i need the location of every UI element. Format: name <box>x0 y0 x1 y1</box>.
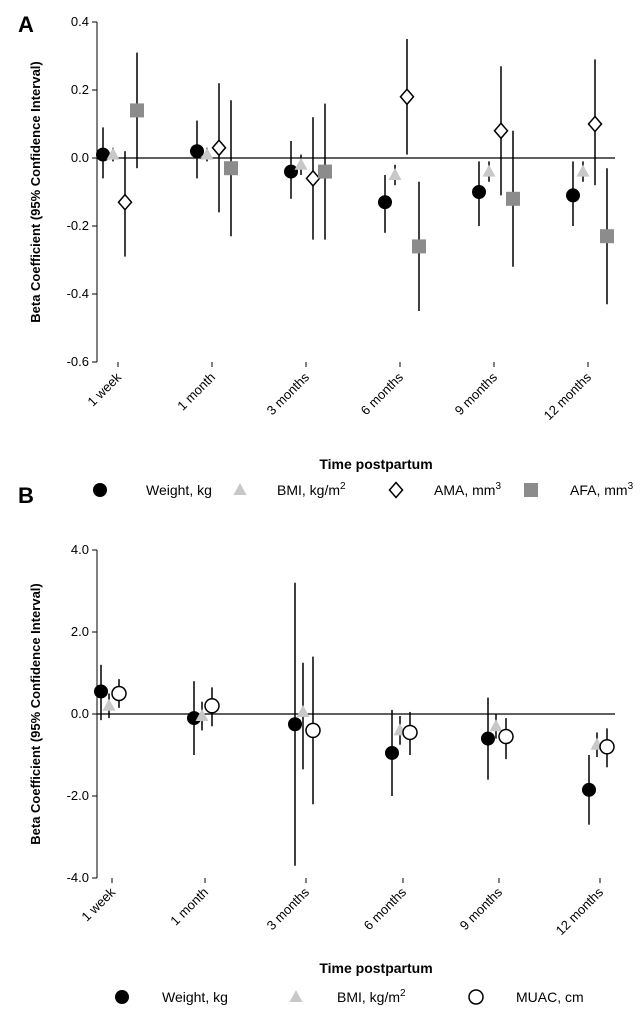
series-weight <box>96 120 580 233</box>
data-point <box>388 168 402 180</box>
data-point <box>493 122 509 140</box>
data-point <box>599 739 615 755</box>
data-point <box>482 164 496 177</box>
data-point <box>378 195 392 210</box>
data-point <box>498 728 514 745</box>
y-tick-label: -0.6 <box>67 354 89 369</box>
data-point <box>402 724 418 741</box>
y-tick-label: 2.0 <box>71 624 89 639</box>
data-point <box>102 698 116 711</box>
legend: Weight, kg BMI, kg/m2 MUAC, cm <box>115 988 584 1005</box>
data-point <box>582 782 596 797</box>
data-point <box>481 731 495 746</box>
y-tick-label: -2.0 <box>67 788 89 803</box>
data-point <box>506 191 520 206</box>
data-point <box>294 157 308 170</box>
x-category-label: 9 months <box>452 369 501 418</box>
legend: Weight, kg BMI, kg/m2 AMA, mm3 AFA, mm3 <box>93 481 634 499</box>
x-category-label: 6 months <box>361 884 410 933</box>
legend-marker <box>233 483 247 495</box>
y-tick-label: 0.4 <box>71 14 89 29</box>
x-axis-title: Time postpartum <box>319 456 432 472</box>
x-category-label: 6 months <box>358 369 407 418</box>
legend-label: MUAC, cm <box>516 989 584 1005</box>
legend-label: Weight, kg <box>146 482 212 498</box>
data-point <box>412 239 426 254</box>
data-point <box>576 164 590 177</box>
series-afa <box>130 52 614 311</box>
y-tick-label: -4.0 <box>67 870 89 885</box>
legend-label: AMA, mm3 <box>434 481 501 498</box>
data-point <box>305 722 321 739</box>
legend-marker <box>115 990 129 1004</box>
legend-marker <box>93 483 107 497</box>
legend-label: Weight, kg <box>162 989 228 1005</box>
data-point <box>288 717 302 732</box>
data-point <box>200 147 214 160</box>
data-point <box>106 147 120 160</box>
data-point <box>211 139 227 157</box>
x-category-label: 12 months <box>553 884 607 938</box>
x-category-label: 3 months <box>264 369 313 418</box>
legend-marker <box>524 483 538 497</box>
data-point <box>587 115 603 133</box>
data-point <box>600 229 614 244</box>
x-category-label: 1 week <box>78 884 118 924</box>
series-bmi <box>102 662 604 770</box>
legend-marker <box>289 990 303 1002</box>
y-tick-label: 4.0 <box>71 542 89 557</box>
x-category-label: 1 week <box>84 369 124 409</box>
panel-a: A 0.4 0.2 0.0 -0.2 -0.4 -0.6 Beta Coefficient (… <box>18 12 634 499</box>
x-category-label: 12 months <box>541 369 595 423</box>
x-category-label: 1 month <box>174 370 218 414</box>
legend-label: BMI, kg/m2 <box>337 988 406 1005</box>
data-point <box>94 684 108 699</box>
data-point <box>385 745 399 760</box>
panel-b: B 4.0 2.0 0.0 -2.0 -4.0 Beta Coefficient (95% … <box>18 483 615 1005</box>
data-point <box>204 698 220 714</box>
legend-marker <box>388 481 404 499</box>
series-ama <box>117 39 603 257</box>
x-category-label: 9 months <box>457 884 506 933</box>
data-point <box>117 193 133 211</box>
y-tick-label: -0.4 <box>67 286 89 301</box>
legend-label: AFA, mm3 <box>570 481 634 498</box>
series-muac <box>111 656 615 805</box>
data-point <box>489 719 503 732</box>
series-weight <box>94 582 596 866</box>
y-axis-title: Beta Coefficient (95% Confidence Interva… <box>28 583 43 845</box>
y-tick-label: 0.0 <box>71 150 89 165</box>
panel-label-b: B <box>18 483 34 508</box>
data-point <box>195 709 209 722</box>
y-tick-label: 0.0 <box>71 706 89 721</box>
y-axis-title: Beta Coefficient (95% Confidence Interva… <box>28 61 43 323</box>
panel-label-a: A <box>18 12 34 37</box>
legend-label: BMI, kg/m2 <box>277 481 346 498</box>
legend-marker <box>468 989 484 1005</box>
data-point <box>399 88 415 106</box>
data-point <box>284 164 298 179</box>
data-point <box>296 704 310 717</box>
x-category-label: 3 months <box>264 884 313 933</box>
series-bmi <box>106 147 590 186</box>
data-point <box>130 103 144 118</box>
data-point <box>566 188 580 203</box>
x-axis-title: Time postpartum <box>319 960 432 976</box>
y-tick-label: 0.2 <box>71 82 89 97</box>
data-point <box>190 144 204 159</box>
y-tick-label: -0.2 <box>67 218 89 233</box>
data-point <box>318 164 332 179</box>
data-point <box>111 685 127 702</box>
data-point <box>224 161 238 176</box>
data-point <box>305 169 321 188</box>
x-category-label: 1 month <box>167 885 211 929</box>
data-point <box>472 185 486 199</box>
